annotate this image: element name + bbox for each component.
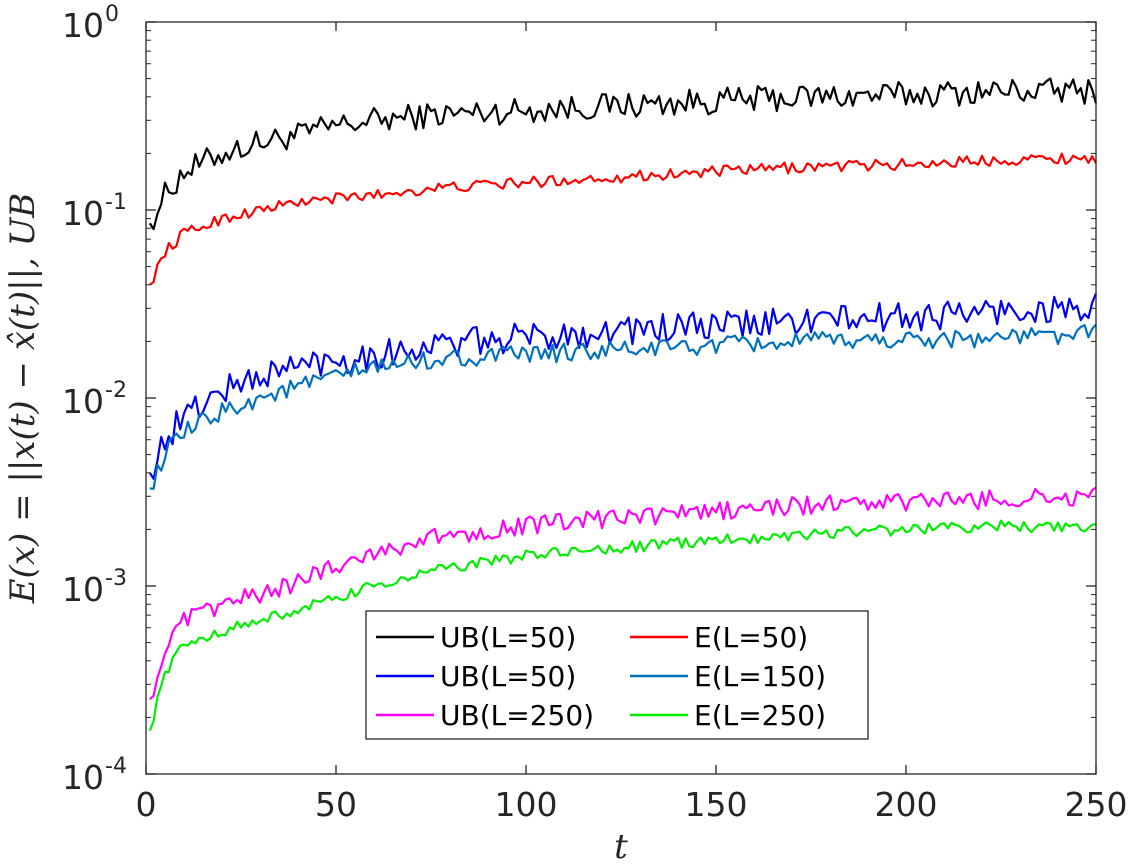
x-axis-label: t: [614, 827, 628, 865]
y-tick-label: 10: [62, 194, 104, 233]
x-axis: 0 50 100 150 200 250: [136, 22, 1128, 824]
legend-label: UB(L=50): [440, 621, 576, 654]
y-tick-label: 10: [62, 382, 104, 421]
x-tick-label: 0: [136, 785, 157, 824]
legend-label: UB(L=50): [440, 660, 576, 693]
y-tick-label: 10: [62, 6, 104, 45]
legend-label: UB(L=250): [440, 699, 594, 732]
y-tick-label: 10: [62, 758, 104, 797]
x-tick-label: 250: [1065, 785, 1128, 824]
legend-label: E(L=250): [694, 699, 826, 732]
y-tick-exponent: -3: [105, 566, 127, 591]
y-tick-exponent: -1: [105, 190, 127, 215]
legend: UB(L=50) E(L=50) UB(L=50) E(L=150) UB(L=250)…: [365, 610, 869, 740]
x-tick-label: 200: [875, 785, 938, 824]
series-line-3: [148, 292, 1098, 480]
series-layer: [148, 77, 1098, 732]
y-tick-exponent: 0: [105, 2, 119, 27]
series-line-6: [148, 519, 1097, 732]
y-tick-exponent: -4: [105, 754, 127, 779]
x-tick-label: 100: [495, 785, 558, 824]
legend-label: E(L=50): [694, 621, 808, 654]
x-tick-label: 150: [685, 785, 748, 824]
y-tick-exponent: -2: [105, 378, 127, 403]
y-tick-label: 10: [62, 570, 104, 609]
legend-label: E(L=150): [694, 660, 826, 693]
y-axis-label: E(x) = ||x(t) − x̂(t)||, UB: [3, 193, 43, 605]
x-tick-label: 50: [315, 785, 357, 824]
series-line-1: [148, 77, 1098, 231]
series-line-2: [149, 152, 1097, 286]
legend-box: [365, 610, 869, 740]
series-line-5: [149, 486, 1097, 701]
series-line-4: [149, 323, 1097, 490]
